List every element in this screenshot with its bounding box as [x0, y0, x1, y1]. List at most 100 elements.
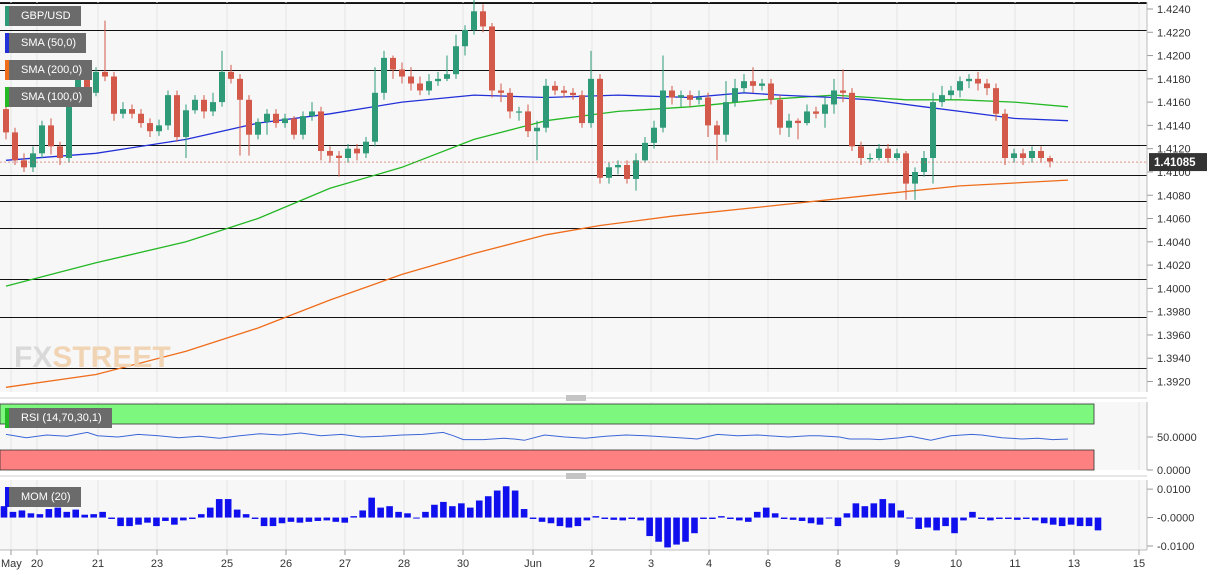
watermark-part1: FX — [14, 341, 53, 374]
candle-47 — [426, 74, 432, 96]
candle-body-2 — [21, 160, 27, 168]
candle-85 — [768, 78, 774, 105]
mom-tick-label-0: 0.0100 — [1157, 484, 1191, 496]
mom-bar-90 — [807, 517, 815, 524]
mom-bar-80 — [718, 516, 725, 518]
mom-bar-47 — [422, 511, 429, 518]
candle-89 — [804, 104, 810, 126]
candle-109 — [984, 78, 990, 96]
candle-52 — [471, 0, 477, 35]
candle-62 — [561, 85, 567, 98]
mom-bar-79 — [709, 517, 716, 519]
candle-body-29 — [264, 113, 270, 122]
candle-body-5 — [48, 125, 54, 147]
x-tick-label-4: 25 — [221, 558, 233, 570]
price-tick-label-2: 1.4200 — [1157, 51, 1191, 63]
mom-bar-12 — [108, 517, 115, 519]
candle-116 — [1047, 155, 1053, 168]
candle-body-66 — [597, 78, 603, 178]
candle-body-19 — [174, 95, 180, 138]
candle-body-21 — [192, 99, 198, 111]
mom-bar-121 — [1085, 517, 1093, 527]
legend-symbol[interactable]: GBP/USD — [5, 6, 81, 26]
candle-20 — [183, 104, 189, 158]
price-tick-label-4: 1.4160 — [1157, 97, 1191, 109]
mom-tick-label-1: -0.0000 — [1157, 513, 1194, 525]
candle-5 — [48, 118, 54, 155]
mom-bar-102 — [915, 517, 922, 529]
candle-body-100 — [903, 153, 909, 184]
mom-bar-115 — [1031, 517, 1039, 521]
candle-body-50 — [453, 46, 459, 75]
candle-104 — [939, 85, 945, 107]
legend-sma100-label: SMA (100,0) — [21, 91, 83, 103]
candle-body-115 — [1038, 151, 1044, 158]
mom-axis: 0.0100 -0.0000 -0.0100 — [1146, 480, 1194, 553]
mom-bar-50 — [449, 506, 456, 518]
candle-body-69 — [624, 164, 630, 179]
mom-bar-31 — [278, 517, 286, 524]
current-price-box — [1149, 153, 1207, 172]
candle-body-25 — [228, 71, 234, 79]
mom-bar-78 — [700, 517, 707, 519]
candle-body-99 — [894, 153, 900, 158]
rsi-tick-label-0: 50.0000 — [1157, 432, 1197, 444]
resize-grip-2[interactable] — [566, 473, 586, 479]
legend-sma50[interactable]: SMA (50,0) — [5, 33, 87, 53]
candle-33 — [300, 111, 306, 140]
legend-mom[interactable]: MOM (20) — [5, 487, 81, 507]
candle-body-10 — [93, 71, 99, 93]
legend-sma200[interactable]: SMA (200,0) — [5, 60, 93, 80]
mom-bar-85 — [762, 507, 770, 518]
mom-bar-65 — [583, 517, 591, 521]
candle-91 — [822, 97, 828, 128]
candle-60 — [543, 78, 549, 133]
candle-body-44 — [399, 69, 405, 77]
price-tick-label-12: 1.4000 — [1157, 283, 1191, 295]
mom-bar-58 — [520, 509, 528, 518]
candle-body-17 — [156, 125, 162, 132]
candle-4 — [39, 120, 45, 158]
candle-body-76 — [687, 95, 693, 100]
mom-bar-84 — [753, 511, 761, 518]
candle-31 — [282, 113, 288, 128]
rsi-line-group — [5, 431, 1069, 441]
mom-bar-106 — [951, 517, 958, 534]
candle-93 — [840, 69, 846, 103]
candle-40 — [363, 137, 369, 158]
candle-26 — [237, 74, 243, 156]
candle-90 — [813, 106, 819, 119]
mom-bar-35 — [314, 517, 322, 521]
legend-sma100[interactable]: SMA (100,0) — [5, 87, 93, 107]
candle-111 — [1002, 109, 1008, 165]
watermark-part2: STREET — [52, 341, 171, 374]
candle-body-103 — [930, 102, 936, 158]
resize-grip-1[interactable] — [566, 395, 586, 401]
mom-bar-24 — [215, 499, 223, 518]
candle-body-91 — [822, 104, 828, 114]
candle-body-0 — [3, 109, 9, 133]
candle-11 — [102, 20, 108, 82]
mom-bar-15 — [135, 517, 142, 525]
x-tick-label-17: 11 — [1009, 558, 1020, 570]
candle-body-92 — [831, 90, 837, 105]
mom-bar-110 — [987, 517, 994, 521]
candle-body-111 — [1002, 113, 1008, 158]
candle-body-48 — [435, 78, 441, 82]
candle-body-73 — [660, 90, 666, 128]
legend-rsi[interactable]: RSI (14,70,30,1) — [5, 408, 112, 428]
candle-body-60 — [543, 85, 549, 128]
candle-42 — [381, 50, 387, 100]
candle-body-23 — [210, 102, 216, 112]
mom-bar-7 — [63, 511, 71, 518]
candle-84 — [759, 78, 765, 91]
candle-body-112 — [1011, 153, 1017, 158]
candle-body-13 — [120, 109, 126, 114]
candle-body-58 — [525, 111, 531, 132]
candle-body-57 — [516, 111, 522, 113]
mom-bar-6 — [54, 507, 62, 518]
candle-body-102 — [921, 158, 927, 172]
candle-body-3 — [30, 153, 36, 168]
candle-body-9 — [84, 67, 90, 93]
x-tick-label-8: 30 — [457, 558, 469, 570]
